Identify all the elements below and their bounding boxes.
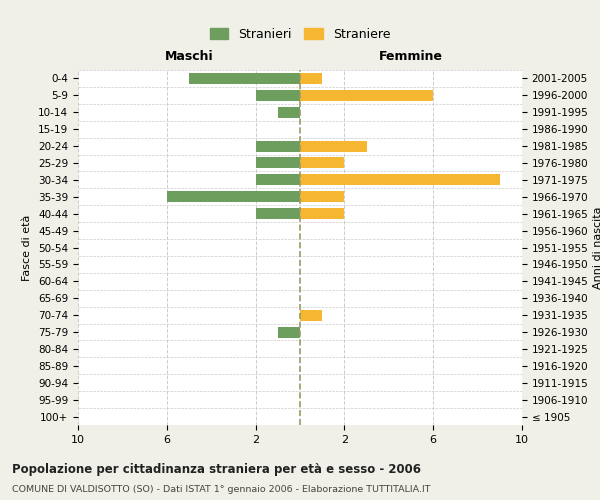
Bar bbox=[256, 174, 300, 186]
Y-axis label: Anni di nascita: Anni di nascita bbox=[593, 206, 600, 289]
Y-axis label: Fasce di età: Fasce di età bbox=[22, 214, 32, 280]
Bar bbox=[256, 90, 300, 101]
Bar bbox=[256, 140, 300, 151]
Bar bbox=[278, 326, 300, 338]
Text: Popolazione per cittadinanza straniera per età e sesso - 2006: Popolazione per cittadinanza straniera p… bbox=[12, 462, 421, 475]
Bar bbox=[300, 310, 322, 320]
Bar bbox=[189, 73, 300, 84]
Bar bbox=[300, 174, 500, 186]
Bar bbox=[300, 90, 433, 101]
Bar bbox=[300, 73, 322, 84]
Bar bbox=[300, 192, 344, 202]
Bar bbox=[278, 107, 300, 118]
Text: Femmine: Femmine bbox=[379, 50, 443, 63]
Bar bbox=[256, 158, 300, 168]
Bar bbox=[300, 140, 367, 151]
Legend: Stranieri, Straniere: Stranieri, Straniere bbox=[205, 23, 395, 46]
Bar bbox=[167, 192, 300, 202]
Bar bbox=[256, 208, 300, 219]
Text: Maschi: Maschi bbox=[164, 50, 214, 63]
Text: COMUNE DI VALDISOTTO (SO) - Dati ISTAT 1° gennaio 2006 - Elaborazione TUTTITALIA: COMUNE DI VALDISOTTO (SO) - Dati ISTAT 1… bbox=[12, 485, 431, 494]
Bar bbox=[300, 208, 344, 219]
Bar bbox=[300, 158, 344, 168]
